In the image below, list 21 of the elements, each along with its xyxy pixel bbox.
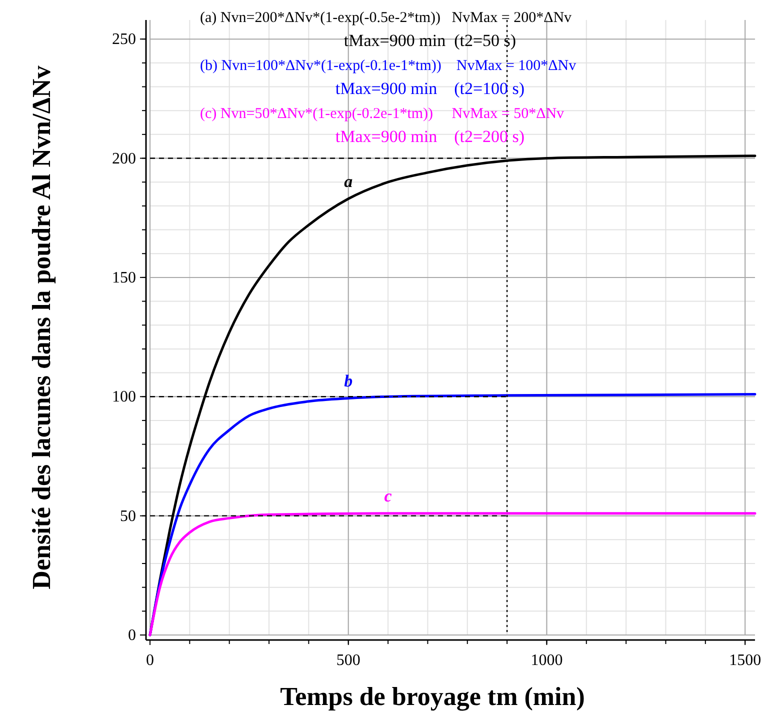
y-tick-label: 0 — [128, 627, 136, 644]
y-tick-label: 200 — [112, 150, 136, 168]
y-tick-label: 150 — [112, 269, 136, 286]
annotation: (c) Nvn=50*ΔNv*(1-exp(-0.2e-1*tm)) NvMax = 50*ΔNv — [200, 106, 565, 122]
series-label: b — [344, 371, 353, 390]
annotation: (b) Nvn=100*ΔNv*(1-exp(-0.1e-1*tm)) NvMax = 100*ΔNv — [200, 58, 577, 74]
x-tick-label: 500 — [336, 652, 360, 669]
series-label: a — [344, 172, 354, 191]
annotation: tMax=900 min (t2=100 s) — [335, 79, 525, 98]
x-axis-title: Temps de broyage tm (min) — [280, 682, 585, 711]
annotation: tMax=900 min (t2=50 s) — [344, 31, 516, 50]
series-label: c — [384, 486, 392, 506]
x-tick-label: 0 — [146, 652, 154, 669]
y-tick-label: 100 — [112, 388, 136, 406]
x-tick-label: 1000 — [530, 652, 563, 669]
y-axis-title: Densité des lacunes dans la poudre Al Nvn/ΔNv — [27, 66, 56, 590]
x-tick-label: 1500 — [729, 652, 762, 669]
y-tick-label: 250 — [112, 31, 136, 48]
y-tick-label: 50 — [120, 508, 136, 525]
annotation: tMax=900 min (t2=200 s) — [335, 127, 525, 146]
annotation: (a) Nvn=200*ΔNv*(1-exp(-0.5e-2*tm)) NvMax = 200*ΔNv — [200, 10, 572, 26]
